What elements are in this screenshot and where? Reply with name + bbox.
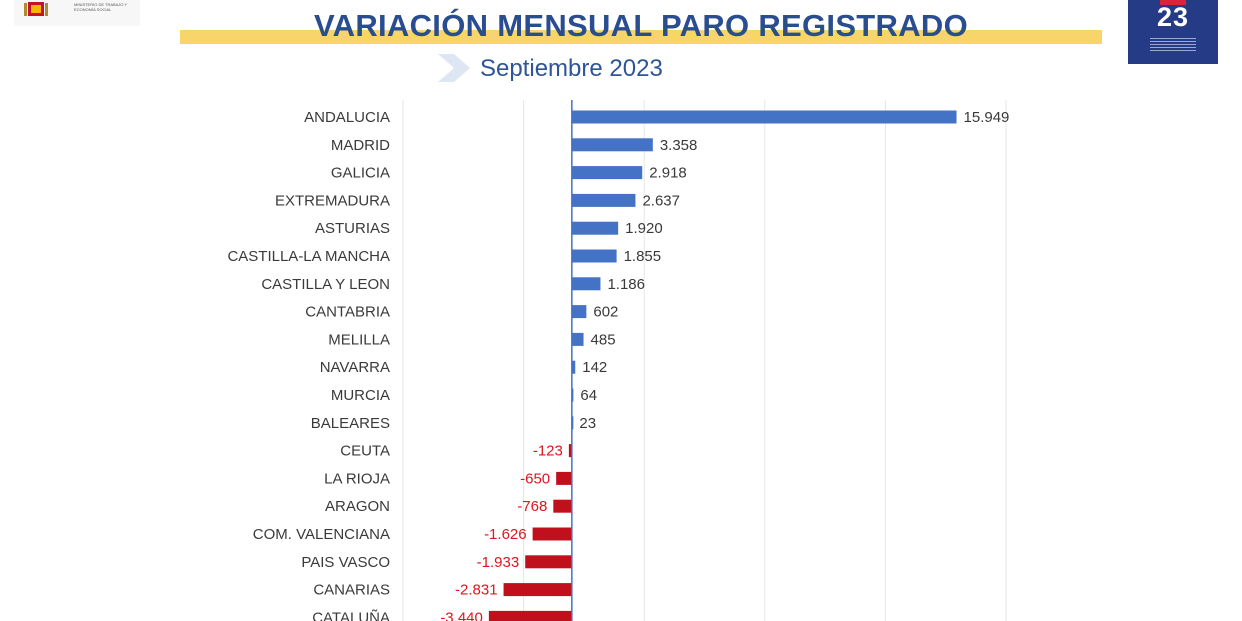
- category-label: EXTREMADURA: [275, 192, 390, 209]
- data-label: 2.918: [649, 165, 687, 182]
- category-label: MADRID: [331, 137, 390, 154]
- category-label: ASTURIAS: [315, 220, 390, 237]
- bar: [571, 110, 957, 124]
- bar: [571, 332, 584, 346]
- data-label: 1.920: [625, 220, 663, 237]
- category-label: CATALUÑA: [312, 609, 390, 621]
- data-label: 2.637: [642, 192, 680, 209]
- category-label: CEUTA: [340, 443, 390, 460]
- data-label: -650: [520, 470, 550, 487]
- data-label: 1.186: [607, 276, 645, 293]
- bar: [571, 249, 617, 263]
- data-label: -768: [517, 498, 547, 515]
- data-label: -3.440: [440, 609, 483, 621]
- bar: [571, 305, 587, 319]
- data-label: -1.933: [477, 554, 520, 571]
- bar: [525, 555, 572, 569]
- subtitle: Septiembre 2023: [480, 55, 663, 82]
- bar: [488, 610, 572, 621]
- bar: [571, 388, 574, 402]
- category-label: COM. VALENCIANA: [253, 526, 390, 543]
- title-underline: [180, 30, 1102, 44]
- data-label: 142: [582, 359, 607, 376]
- category-label: PAIS VASCO: [301, 554, 390, 571]
- ministry-logo: MINISTERIO DE TRABAJO Y ECONOMÍA SOCIAL: [14, 0, 140, 26]
- category-label: CANTABRIA: [305, 304, 390, 321]
- category-label: CANARIAS: [313, 582, 390, 599]
- category-label: GALICIA: [331, 165, 390, 182]
- category-label: BALEARES: [311, 415, 390, 432]
- bar: [571, 166, 643, 180]
- category-label: ARAGON: [325, 498, 390, 515]
- data-label: 15.949: [964, 109, 1010, 126]
- chevron-right-icon: [438, 54, 470, 82]
- data-label: 485: [591, 331, 616, 348]
- data-label: 1.855: [624, 248, 662, 265]
- badge-red-mark: [1160, 0, 1186, 5]
- category-label: MELILLA: [328, 331, 390, 348]
- page-title: VARIACIÓN MENSUAL PARO REGISTRADO: [313, 8, 969, 43]
- bar: [571, 221, 619, 235]
- category-label: ANDALUCIA: [304, 109, 390, 126]
- bar: [553, 499, 572, 513]
- bar: [571, 193, 636, 207]
- data-label: -1.626: [484, 526, 527, 543]
- ministry-name: MINISTERIO DE TRABAJO Y ECONOMÍA SOCIAL: [74, 2, 128, 12]
- category-label: CASTILLA Y LEON: [261, 276, 390, 293]
- bar: [556, 471, 572, 485]
- data-label: -123: [533, 443, 563, 460]
- anniversary-badge: 23: [1128, 0, 1218, 64]
- data-label: 64: [580, 387, 597, 404]
- bar: [571, 138, 653, 152]
- data-label: 23: [579, 415, 596, 432]
- category-label: CASTILLA-LA MANCHA: [227, 248, 390, 265]
- bar: [503, 583, 572, 597]
- bar: [571, 360, 576, 374]
- badge-number: 23: [1156, 2, 1190, 32]
- bar: [571, 277, 601, 291]
- category-label: NAVARRA: [320, 359, 390, 376]
- coat-of-arms-icon: [20, 0, 54, 20]
- category-label: LA RIOJA: [324, 470, 390, 487]
- data-label: -2.831: [455, 582, 498, 599]
- category-label: MURCIA: [331, 387, 390, 404]
- data-label: 602: [593, 304, 618, 321]
- bar: [532, 527, 572, 541]
- data-label: 3.358: [660, 137, 698, 154]
- bar: [568, 444, 572, 458]
- badge-fine-print: [1150, 38, 1196, 52]
